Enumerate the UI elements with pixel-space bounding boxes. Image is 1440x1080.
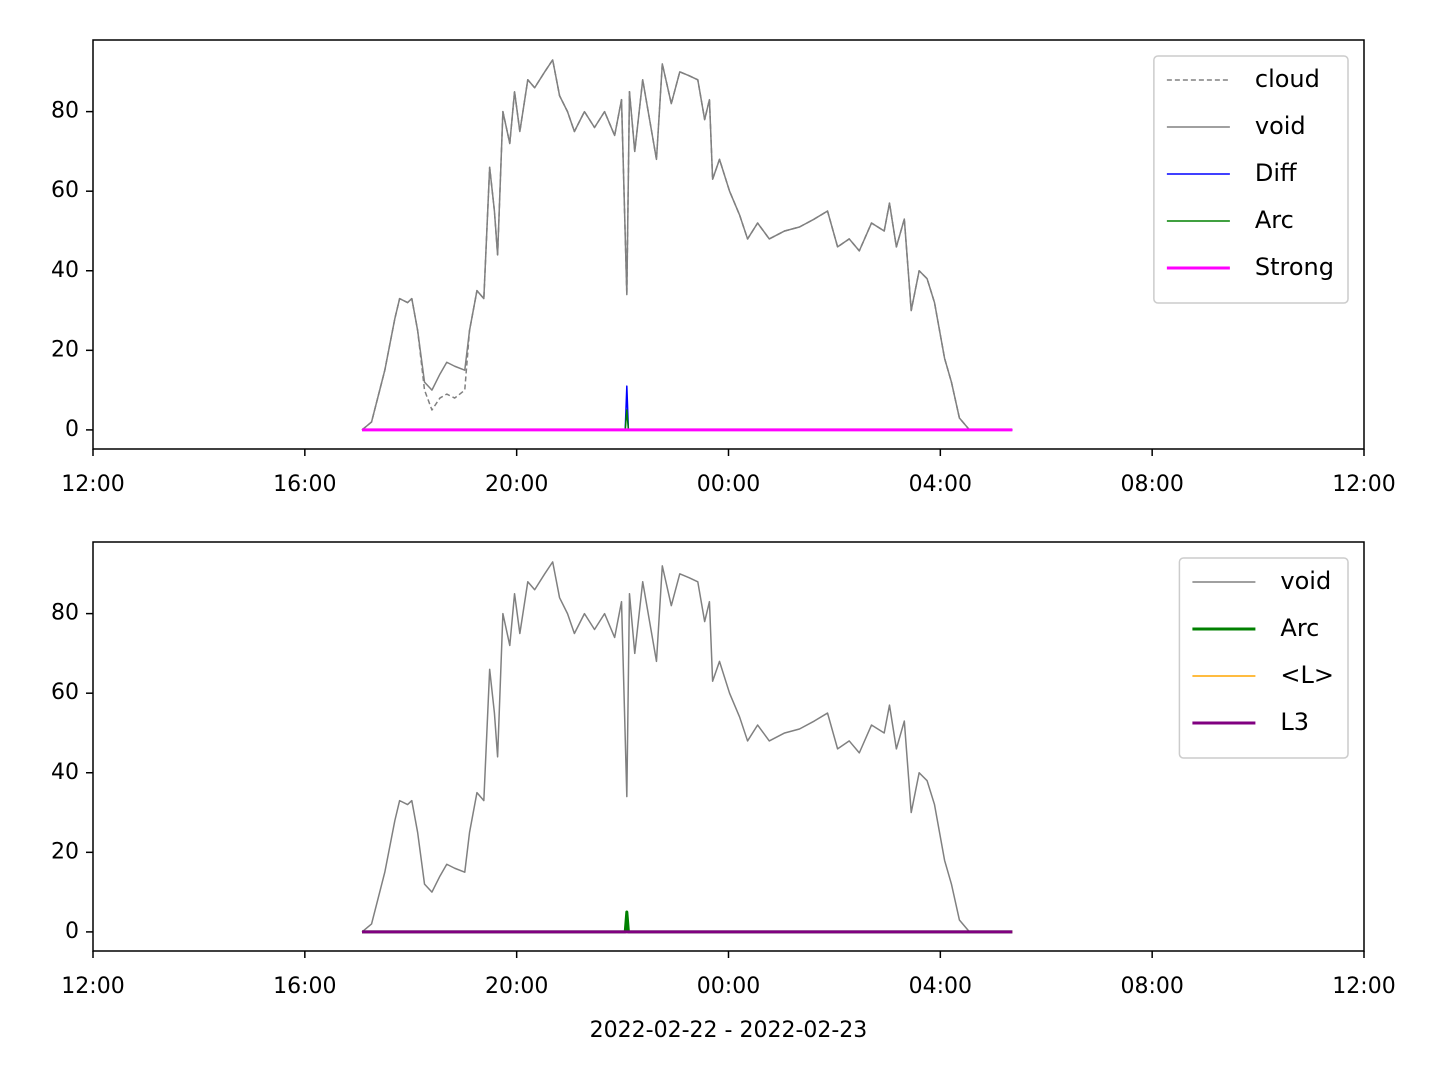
legend-label: Arc xyxy=(1280,614,1319,642)
y-tick-label: 40 xyxy=(51,760,79,785)
x-tick-label: 16:00 xyxy=(273,974,336,999)
x-tick-label: 16:00 xyxy=(273,472,336,497)
legend-box xyxy=(1153,55,1349,304)
y-tick-label: 20 xyxy=(51,337,79,362)
y-tick-label: 60 xyxy=(51,178,79,203)
x-tick-label: 08:00 xyxy=(1120,472,1183,497)
x-tick-label: 12:00 xyxy=(61,472,124,497)
legend-label: Strong xyxy=(1255,253,1334,281)
legend: void Arc <L> L3 xyxy=(1178,557,1349,759)
legend-label: <L> xyxy=(1280,661,1334,689)
legend-label: void xyxy=(1280,567,1331,595)
x-tick-label: 00:00 xyxy=(697,472,760,497)
y-tick-label: 60 xyxy=(51,680,79,705)
series-line xyxy=(361,59,971,431)
series-line xyxy=(362,385,1013,431)
series-line xyxy=(362,409,1013,431)
series-line xyxy=(362,910,1013,934)
x-tick-label: 08:00 xyxy=(1120,974,1183,999)
series-line xyxy=(361,561,971,933)
y-tick-label: 40 xyxy=(51,258,79,283)
x-tick-label: 20:00 xyxy=(485,472,548,497)
y-tick-label: 80 xyxy=(51,99,79,124)
x-tick-label: 04:00 xyxy=(909,974,972,999)
legend-label: cloud xyxy=(1255,65,1320,93)
y-tick-label: 80 xyxy=(51,601,79,626)
x-tick-label: 12:00 xyxy=(1332,472,1395,497)
legend-label: Diff xyxy=(1255,159,1297,187)
series-line xyxy=(361,59,971,431)
legend: cloud void Diff Arc Strong xyxy=(1153,55,1349,304)
axes-frame xyxy=(92,39,1365,450)
x-tick-label: 12:00 xyxy=(61,974,124,999)
legend-box xyxy=(1178,557,1349,759)
x-axis-label: 2022-02-22 - 2022-02-23 xyxy=(590,1018,868,1043)
y-tick-label: 0 xyxy=(65,417,79,442)
axes-frame xyxy=(92,541,1365,952)
x-tick-label: 04:00 xyxy=(909,472,972,497)
y-tick-label: 0 xyxy=(65,919,79,944)
legend-label: L3 xyxy=(1280,708,1309,736)
x-tick-label: 00:00 xyxy=(697,974,760,999)
y-tick-label: 20 xyxy=(51,839,79,864)
x-tick-label: 12:00 xyxy=(1332,974,1395,999)
legend-label: Arc xyxy=(1255,206,1294,234)
legend-label: void xyxy=(1255,112,1306,140)
x-tick-label: 20:00 xyxy=(485,974,548,999)
